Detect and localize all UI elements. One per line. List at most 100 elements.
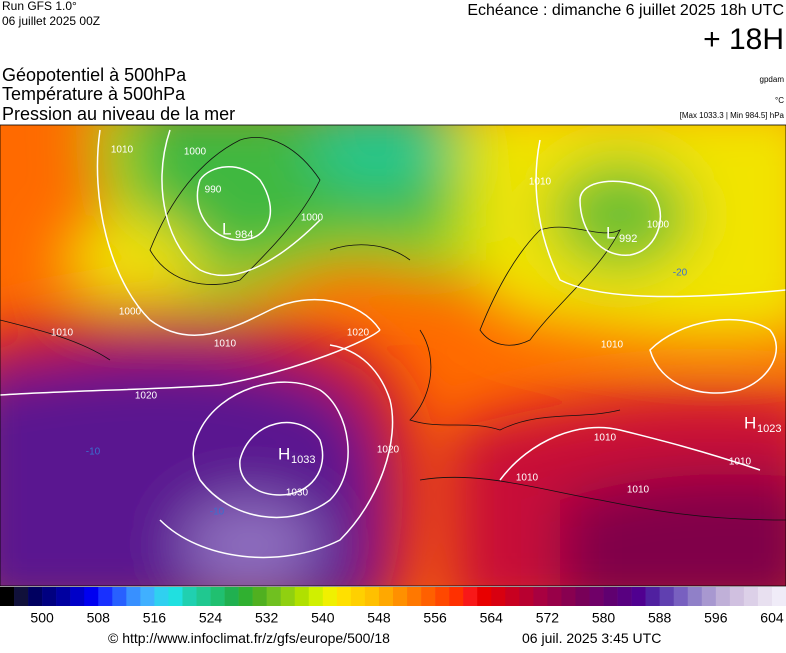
isobar-label: 1020 (347, 328, 370, 339)
field-title: Température à 500hPa (2, 84, 186, 104)
colorbar-swatch (617, 587, 632, 606)
colorbar-swatch (547, 587, 562, 606)
colorbar-swatch (196, 587, 211, 606)
colorbar-swatch (42, 587, 57, 606)
colorbar-swatch (701, 587, 717, 606)
colorbar-tick-label: 508 (87, 610, 111, 626)
unit-label: [Max 1033.3 | Min 984.5] hPa (680, 111, 785, 120)
field-title: Pression au niveau de la mer (2, 104, 235, 124)
colorbar-swatch (631, 587, 646, 606)
colorbar-swatch (659, 587, 675, 606)
colorbar-swatch (238, 587, 253, 606)
colorbar-tick-label: 564 (480, 610, 504, 626)
colorbar-swatch (743, 587, 759, 606)
isobar-label: 1020 (377, 445, 400, 456)
isobars (0, 129, 786, 559)
map-frame (0, 124, 786, 587)
colorbar-swatch (533, 587, 548, 606)
isobar-label: 1020 (135, 391, 158, 402)
center-letter: L (606, 223, 615, 242)
colorbar-swatch (266, 587, 282, 606)
colorbar-swatch (421, 587, 436, 606)
isobar-label: 1000 (647, 220, 670, 231)
colorbar-swatch (70, 587, 85, 606)
colorbar-swatch (322, 587, 338, 606)
colorbar-swatch (757, 587, 773, 606)
colorbar-swatch (393, 587, 408, 606)
colorbar-swatch (28, 587, 43, 606)
temperature-label: -20 (673, 268, 688, 279)
colorbar-swatch (603, 587, 618, 606)
run-date: 06 juillet 2025 00Z (2, 14, 100, 28)
colorbar-swatch (210, 587, 225, 606)
colorbar-swatch (715, 587, 731, 606)
isobar-label: 1010 (516, 473, 539, 484)
field-shading (0, 125, 786, 586)
colorbar-tick-label: 548 (367, 610, 391, 626)
map-labels: 1010 1000 990 1000 1000 1010 1010 1020 1020 1020 1… (51, 145, 782, 518)
colorbar-swatch (280, 587, 296, 606)
colorbar-swatch (645, 587, 660, 606)
isobar-label: 1010 (529, 177, 552, 188)
colorbar-swatch (771, 587, 786, 606)
run-label: Run GFS 1.0° (2, 0, 77, 13)
isobar-label: 1010 (111, 145, 134, 156)
colorbar-swatch (589, 587, 604, 606)
colorbar-tick-label: 580 (592, 610, 616, 626)
isobar-label: 1030 (286, 488, 309, 499)
colorbar-swatch (519, 587, 534, 606)
colorbar-swatch (491, 587, 506, 606)
coastlines (0, 137, 786, 521)
colorbar-swatch (449, 587, 464, 606)
colorbar-swatch (435, 587, 450, 606)
colorbar-tick-label: 540 (311, 610, 335, 626)
colorbar-tick-label: 596 (704, 610, 728, 626)
colorbar-swatch (224, 587, 239, 606)
colorbar-swatch (350, 587, 366, 606)
colorbar-swatch (14, 587, 29, 606)
colorbar: 500 508 516 524 532 540 548 556 564 572 580 588 596 6… (0, 587, 786, 626)
center-letter: L (222, 219, 231, 238)
source-url: © http://www.infoclimat.fr/z/gfs/europe/… (108, 630, 390, 646)
timestamp: 06 juil. 2025 3:45 UTC (522, 630, 661, 646)
isobar-label: 1010 (594, 433, 617, 444)
colorbar-tick-label: 524 (199, 610, 223, 626)
center-letter: H (744, 413, 756, 432)
colorbar-tick-label: 532 (255, 610, 279, 626)
center-value: 984 (235, 229, 253, 241)
colorbar-swatch (182, 587, 197, 606)
isobar-label: 1010 (214, 339, 237, 350)
colorbar-swatch (378, 587, 394, 606)
colorbar-tick-label: 500 (30, 610, 54, 626)
isobar-label: 1010 (601, 340, 624, 351)
center-value: 992 (619, 233, 637, 245)
temperature-label: -10 (86, 447, 101, 458)
field-title: Géopotentiel à 500hPa (2, 65, 187, 85)
colorbar-tick-label: 556 (423, 610, 447, 626)
isobar-label: 1010 (51, 328, 74, 339)
center-value: 1023 (757, 423, 781, 435)
colorbar-swatch (673, 587, 689, 606)
forecast-time: Echéance : dimanche 6 juillet 2025 18h U… (467, 2, 784, 19)
colorbar-tick-label: 516 (143, 610, 167, 626)
colorbar-swatch (168, 587, 183, 606)
colorbar-swatch (477, 587, 492, 606)
colorbar-swatch (154, 587, 169, 606)
colorbar-swatch (729, 587, 745, 606)
colorbar-swatch (505, 587, 520, 606)
map (0, 125, 786, 586)
isobar-label: 1000 (184, 147, 207, 158)
colorbar-swatch (364, 587, 380, 606)
colorbar-swatch (112, 587, 127, 606)
isobar-label: 1000 (119, 307, 142, 318)
colorbar-tick-label: 572 (536, 610, 560, 626)
unit-label: gpdam (760, 75, 785, 84)
isobar-label: 1000 (301, 213, 324, 224)
colorbar-swatch (575, 587, 590, 606)
colorbar-swatch (98, 587, 113, 606)
colorbar-swatch (407, 587, 422, 606)
isobar-label: 990 (205, 185, 222, 196)
temperature-label: -10 (210, 507, 225, 518)
